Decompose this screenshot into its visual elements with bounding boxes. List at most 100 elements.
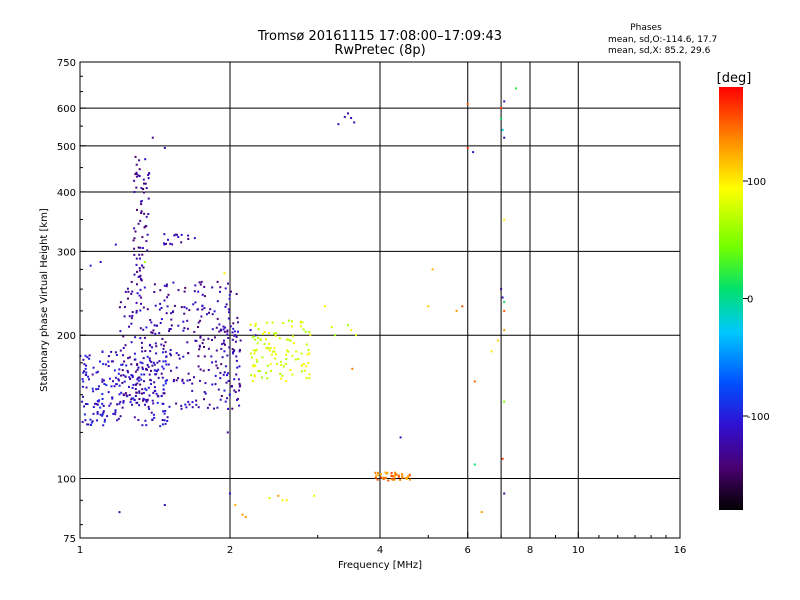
data-point [145, 240, 148, 243]
data-point [139, 383, 142, 386]
data-point [87, 375, 90, 378]
data-point [195, 403, 198, 406]
data-point [149, 350, 152, 353]
data-point [500, 288, 503, 291]
data-point [503, 492, 506, 495]
data-point [392, 478, 395, 481]
data-point [219, 377, 222, 380]
data-point [86, 423, 89, 426]
data-point [163, 243, 166, 246]
data-point [152, 391, 155, 394]
data-point [117, 372, 120, 375]
data-point [92, 406, 95, 408]
data-point [140, 296, 143, 299]
data-point [308, 377, 311, 380]
data-point [151, 331, 154, 334]
data-point [136, 208, 138, 211]
data-point [220, 395, 223, 397]
grid-lines [80, 62, 680, 538]
data-point [112, 380, 114, 383]
data-point [114, 411, 117, 414]
data-point [143, 336, 146, 339]
data-point [111, 397, 114, 400]
data-point [92, 366, 95, 369]
data-point [84, 419, 87, 422]
data-point [92, 390, 95, 393]
data-point [134, 336, 137, 339]
colorbar: [deg] 100 0 -100 [717, 71, 770, 510]
data-point [84, 354, 87, 357]
data-point [101, 398, 104, 400]
data-point [153, 291, 156, 293]
data-point [201, 342, 204, 345]
data-point [109, 377, 111, 380]
data-point [503, 136, 506, 139]
data-point [89, 418, 92, 421]
data-point [172, 281, 175, 284]
data-point [291, 373, 294, 376]
data-point [96, 403, 99, 406]
data-point [154, 389, 157, 392]
data-point [122, 335, 125, 338]
data-point [145, 326, 148, 329]
data-point [234, 391, 237, 394]
data-point [177, 324, 180, 327]
data-point [218, 323, 221, 326]
data-point [265, 338, 267, 341]
data-point [304, 369, 306, 372]
data-point [130, 363, 133, 366]
data-point [133, 247, 136, 250]
data-point [375, 474, 378, 477]
data-point [148, 373, 151, 376]
chart-subtitle: RwPretec (8p) [334, 43, 425, 58]
data-point [164, 380, 167, 383]
data-point [168, 328, 171, 330]
data-point [305, 365, 308, 368]
data-point [140, 373, 143, 376]
data-point [350, 329, 353, 332]
data-point [256, 342, 259, 345]
data-point [158, 332, 161, 335]
data-point [227, 372, 230, 375]
data-point [151, 399, 154, 402]
data-point [235, 335, 238, 338]
data-point [138, 275, 141, 278]
data-point [152, 361, 155, 364]
y-tick-label: 100 [57, 475, 76, 486]
data-point [230, 290, 232, 293]
data-point [82, 371, 85, 374]
data-point [161, 365, 164, 368]
data-point [276, 362, 279, 365]
data-point [232, 351, 234, 354]
data-point [301, 370, 304, 373]
data-point [224, 305, 227, 308]
data-point [180, 306, 183, 309]
data-point [236, 397, 239, 400]
data-point [165, 379, 168, 382]
data-point [393, 477, 396, 480]
data-point [394, 473, 397, 476]
data-point [300, 364, 303, 367]
data-point [86, 356, 89, 359]
data-point [133, 179, 136, 182]
data-point [184, 403, 187, 406]
data-point [108, 404, 111, 407]
data-point [81, 378, 84, 381]
data-point [287, 319, 290, 322]
data-point [232, 352, 234, 355]
data-point [102, 424, 105, 427]
data-point [223, 272, 226, 275]
data-point [300, 325, 302, 328]
data-point [229, 393, 231, 396]
data-point [224, 326, 227, 329]
data-point [144, 403, 146, 406]
data-point [217, 388, 220, 391]
data-point [214, 383, 217, 386]
data-point [142, 306, 145, 309]
data-point [181, 379, 184, 382]
data-point [274, 332, 277, 334]
data-point [131, 290, 134, 293]
data-point [152, 413, 155, 416]
data-point [382, 476, 385, 479]
data-point [228, 293, 231, 296]
